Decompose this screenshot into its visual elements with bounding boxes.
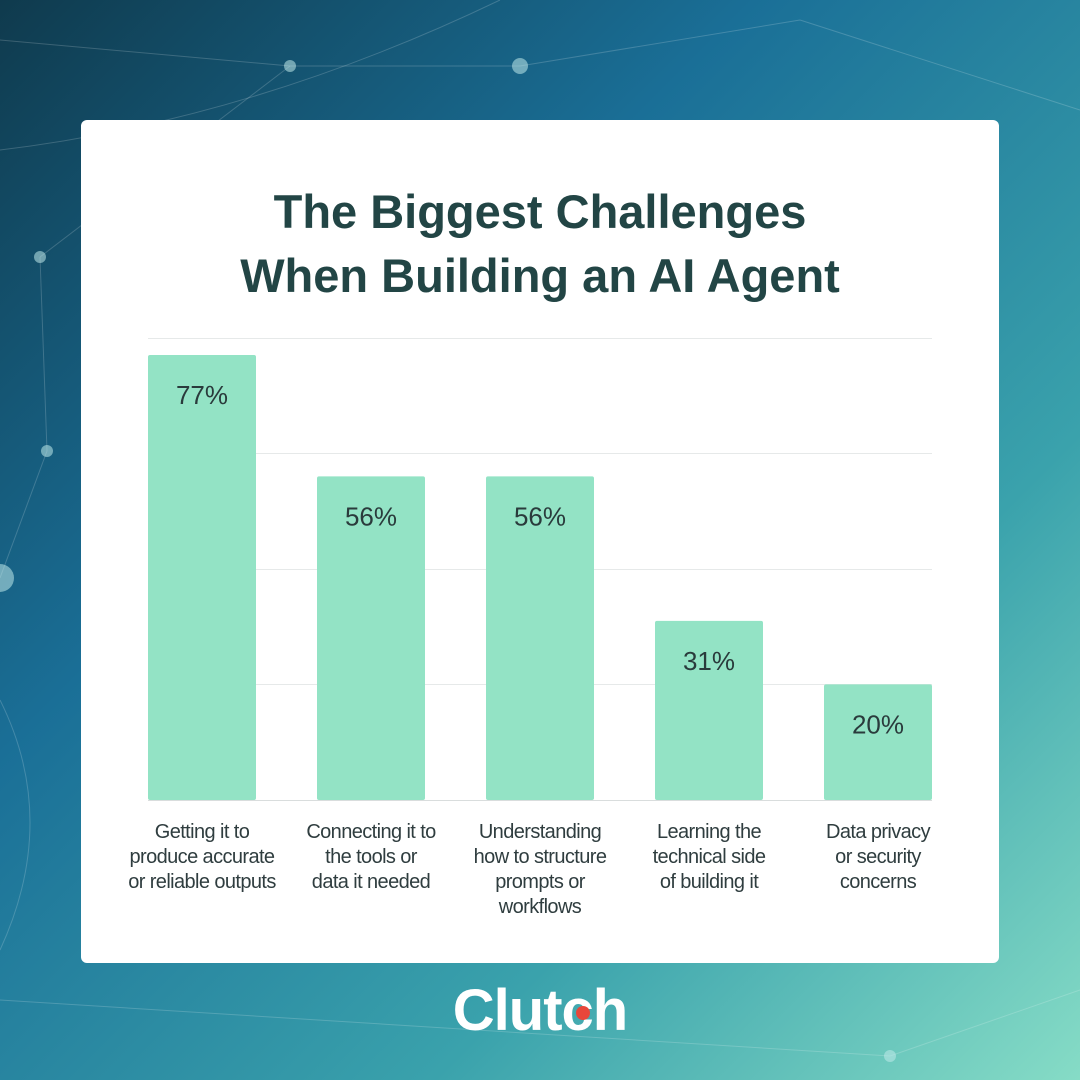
category-label-line: produce accurate [129,846,276,868]
value-label-4: 31% [683,646,735,676]
bar-3 [486,476,594,800]
clutch-logo: Clutch [0,976,1080,1046]
category-label-line: prompts or [495,871,585,893]
category-label-5: Data privacy or security concerns [793,820,963,895]
chart-title: The Biggest Challenges When Building an … [81,180,999,308]
category-label-1: Getting it to produce accurate or reliable… [117,820,287,895]
title-line-2: When Building an AI Agent [240,249,840,302]
title-line-1: The Biggest Challenges [273,185,807,238]
category-label-line: Data privacy [826,821,931,843]
value-label-1: 77% [176,380,228,410]
bar-2 [317,476,425,800]
category-label-3: Understanding how to structure prompts or w… [455,820,625,920]
logo-wordmark: Clut [452,978,563,1043]
category-label-line: Getting it to [154,821,250,843]
bar-5 [824,684,932,800]
category-label-line: data it needed [311,871,431,893]
bar-4 [655,620,763,800]
category-label-line: concerns [839,871,917,893]
bar-chart: 77% 56% 56% 31% 20% [148,338,932,801]
logo-text: Clutch [0,976,1080,1046]
category-label-line: or security [835,846,921,868]
category-label-line: workflows [498,896,582,918]
category-label-line: technical side [652,846,766,868]
category-label-2: Connecting it to the tools or data it need… [286,820,456,895]
category-label-line: of building it [659,871,759,893]
category-label-line: how to structure [473,846,607,868]
category-label-line: Learning the [656,821,762,843]
category-label-4: Learning the technical side of building it [624,820,794,895]
bar-1 [148,354,256,800]
category-label-line: the tools or [325,846,417,868]
value-label-3: 56% [514,501,566,531]
category-label-line: or reliable outputs [128,871,276,893]
logo-wordmark-end: h [592,978,628,1043]
logo-letter-c: c [562,978,594,1043]
value-label-2: 56% [345,501,397,531]
chart-card: 77% 56% 56% 31% 20% The Biggest Challenges W… [81,120,999,963]
category-label-line: Connecting it to [306,821,436,843]
value-label-5: 20% [852,709,904,739]
logo-red-dot [575,1006,590,1020]
category-label-line: Understanding [478,821,602,843]
